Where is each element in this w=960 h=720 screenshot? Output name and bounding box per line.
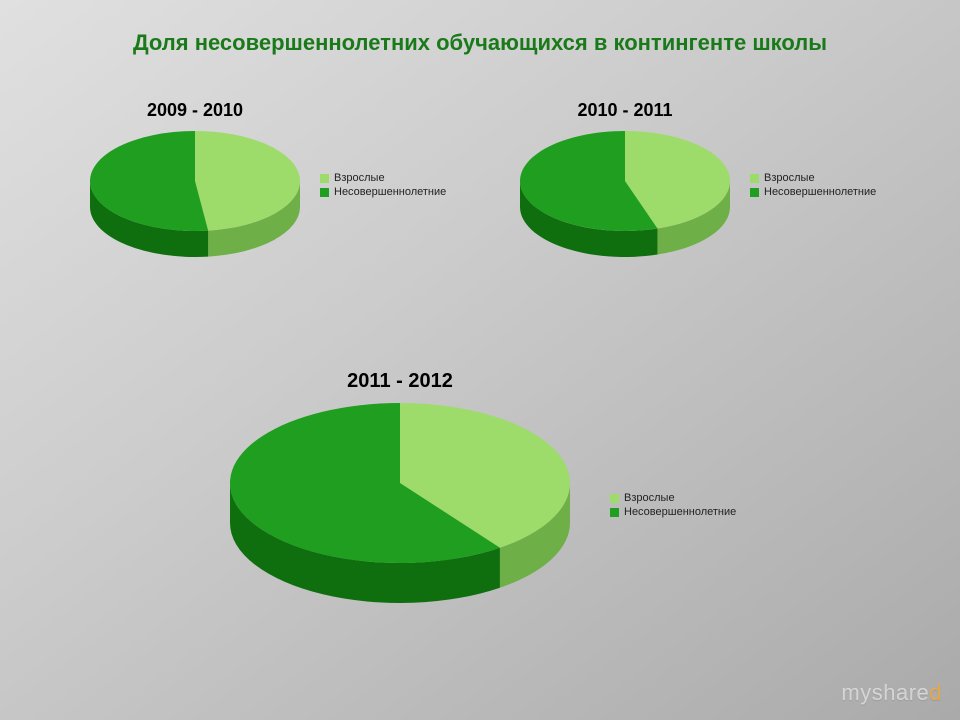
pie-wrap <box>230 403 570 603</box>
legend-row-minors: Несовершеннолетние <box>610 506 736 518</box>
legend-swatch <box>750 188 759 197</box>
legend: Взрослые Несовершеннолетние <box>750 170 876 200</box>
chart-title: 2009 - 2010 <box>90 100 300 121</box>
legend-swatch <box>610 508 619 517</box>
legend-row-adults: Взрослые <box>750 172 876 184</box>
legend: Взрослые Несовершеннолетние <box>320 170 446 200</box>
legend-row-minors: Несовершеннолетние <box>750 186 876 198</box>
chart-title: 2011 - 2012 <box>230 370 570 393</box>
legend-row-adults: Взрослые <box>610 492 736 504</box>
legend-label: Взрослые <box>334 172 385 184</box>
watermark-accent: d <box>929 680 942 705</box>
legend-row-minors: Несовершеннолетние <box>320 186 446 198</box>
legend-label: Несовершеннолетние <box>334 186 446 198</box>
pie-wrap <box>520 131 730 257</box>
legend-row-adults: Взрослые <box>320 172 446 184</box>
page-title: Доля несовершеннолетних обучающихся в ко… <box>0 30 960 56</box>
legend-label: Несовершеннолетние <box>764 186 876 198</box>
pie-svg <box>90 131 300 257</box>
legend-label: Взрослые <box>764 172 815 184</box>
chart-title: 2010 - 2011 <box>520 100 730 121</box>
watermark: myshared <box>841 680 942 706</box>
pie-svg <box>520 131 730 257</box>
legend: Взрослые Несовершеннолетние <box>610 490 736 520</box>
watermark-plain: myshare <box>841 680 929 705</box>
legend-label: Взрослые <box>624 492 675 504</box>
legend-swatch <box>320 188 329 197</box>
legend-swatch <box>320 174 329 183</box>
legend-label: Несовершеннолетние <box>624 506 736 518</box>
chart-2009-2010: 2009 - 2010 <box>90 100 300 257</box>
legend-swatch <box>610 494 619 503</box>
pie-svg <box>230 403 570 603</box>
legend-swatch <box>750 174 759 183</box>
pie-wrap <box>90 131 300 257</box>
chart-2010-2011: 2010 - 2011 <box>520 100 730 257</box>
chart-2011-2012: 2011 - 2012 <box>230 370 570 603</box>
